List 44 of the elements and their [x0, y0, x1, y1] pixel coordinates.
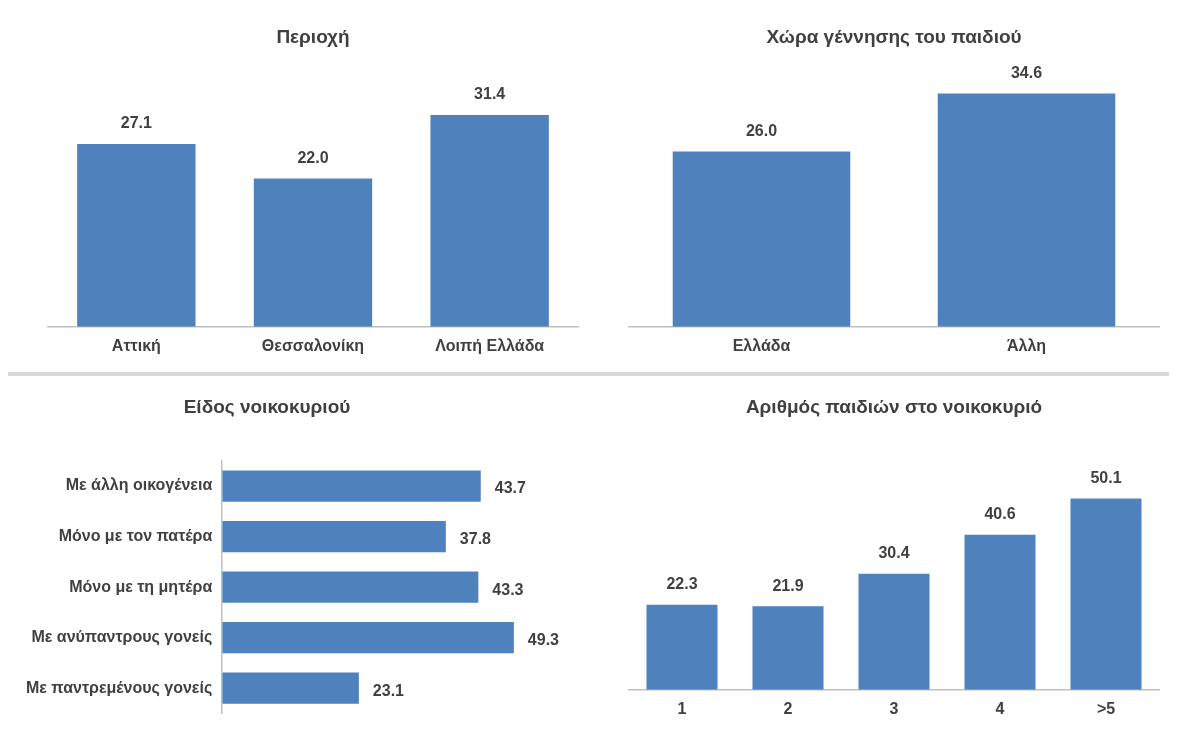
data-label: 22.3: [666, 575, 698, 593]
data-label: 31.4: [474, 85, 506, 103]
chart-title: Χώρα γέννησης του παιδιού: [766, 25, 1022, 47]
y-tick-label: Με ανύπαντρους γονείς: [31, 628, 213, 647]
bar: [222, 621, 514, 654]
bar: [222, 571, 479, 603]
chart-title: Αριθμός παιδιών στο νοικοκυριό: [745, 395, 1043, 417]
bar: [964, 534, 1036, 690]
data-label: 43.3: [492, 580, 524, 598]
data-label: 40.6: [984, 505, 1016, 523]
x-tick-label: 2: [783, 699, 793, 717]
data-label: 21.9: [772, 576, 804, 594]
y-tick-label: Με άλλη οικογένεια: [65, 476, 213, 494]
data-label: 49.3: [527, 631, 560, 649]
data-label: 43.7: [494, 479, 526, 497]
chart-title: Είδος νοικοκυριού: [183, 395, 351, 417]
x-tick-label: Άλλη: [1006, 336, 1047, 354]
bar: [222, 470, 481, 502]
bar: [222, 520, 446, 553]
x-tick-label: Λοιπή Ελλάδα: [435, 336, 545, 354]
bar: [858, 573, 930, 690]
y-tick-label: Με παντρεμένους γονείς: [25, 678, 213, 697]
data-label: 34.6: [1010, 63, 1043, 81]
bar: [752, 606, 824, 690]
bar: [222, 672, 359, 704]
bar: [1070, 498, 1142, 690]
y-tick-label: Μόνο με τον πατέρα: [58, 526, 213, 544]
x-tick-label: 1: [677, 699, 687, 717]
y-tick-label: Μόνο με τη μητέρα: [69, 577, 213, 595]
data-label: 30.4: [878, 544, 910, 562]
bar: [646, 604, 718, 690]
x-tick-label: >5: [1096, 699, 1116, 717]
data-label: 27.1: [120, 114, 153, 132]
x-tick-label: Ελλάδα: [732, 336, 791, 354]
data-label: 37.8: [459, 529, 492, 547]
x-tick-label: 3: [889, 699, 899, 717]
x-tick-label: Αττική: [111, 336, 161, 354]
data-label: 22.0: [297, 148, 329, 166]
data-label: 23.1: [372, 681, 405, 699]
x-tick-label: Θεσσαλονίκη: [261, 336, 365, 354]
x-tick-label: 4: [995, 699, 1005, 717]
data-label: 26.0: [745, 121, 778, 139]
data-label: 50.1: [1090, 468, 1122, 486]
chart-title: Περιοχή: [276, 25, 350, 47]
